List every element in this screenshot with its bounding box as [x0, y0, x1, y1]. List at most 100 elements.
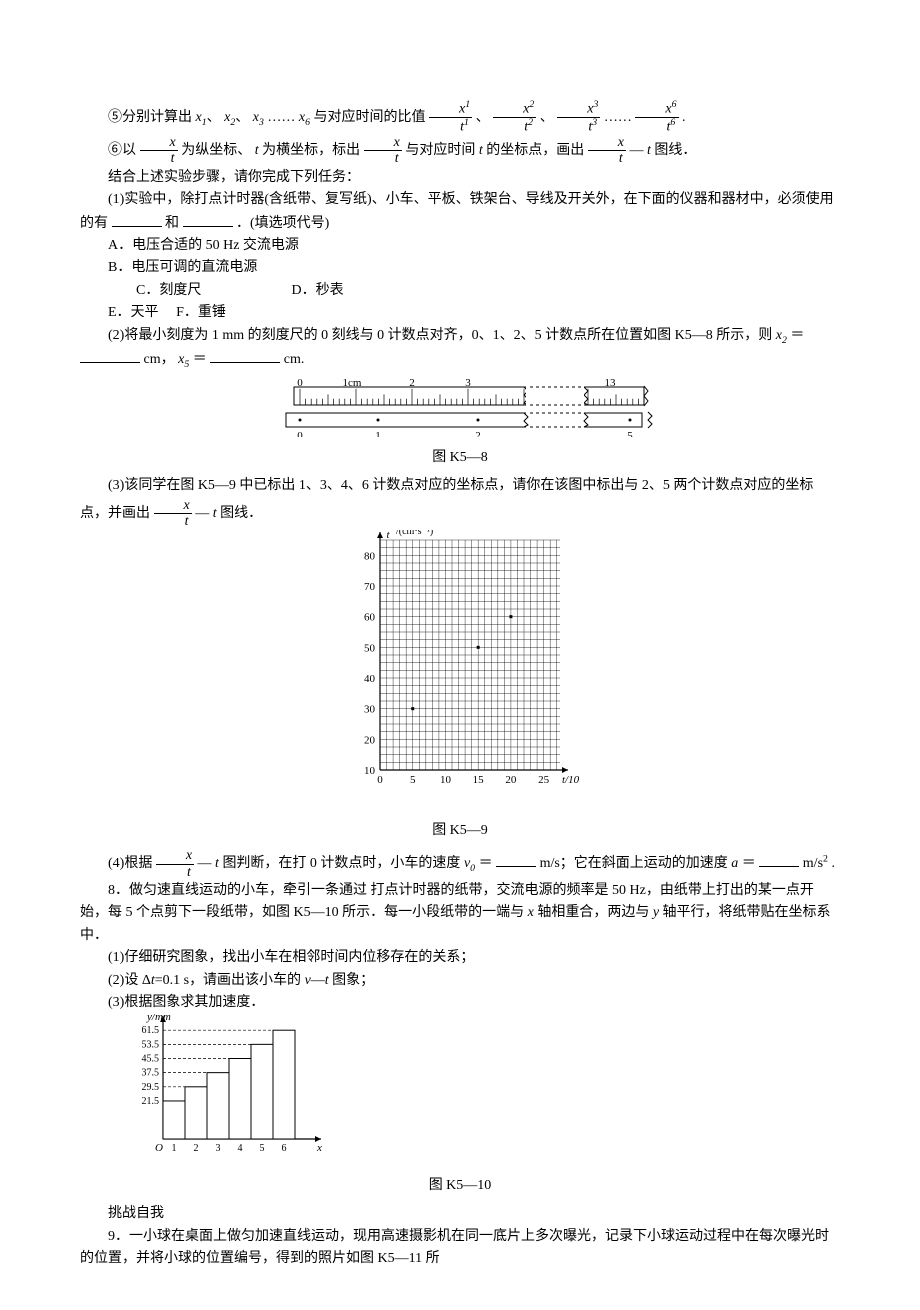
- text: =0.1 s，请画出该小车的: [155, 973, 305, 988]
- svg-text:0: 0: [377, 774, 383, 786]
- text: 和: [165, 216, 179, 231]
- problem-9: 9．一小球在桌面上做匀加速直线运动，现用高速摄影机在同一底片上多次曝光，记录下小…: [80, 1226, 840, 1271]
- text: —: [195, 506, 209, 521]
- option-e: E．天平: [108, 305, 159, 320]
- blank: [112, 212, 162, 227]
- text: cm，: [144, 352, 175, 367]
- svg-text:70: 70: [364, 581, 376, 593]
- option-a: A．电压合适的 50 Hz 交流电源: [80, 235, 840, 257]
- text: m/s；它在斜面上运动的加速度: [540, 856, 732, 871]
- figure-caption-k5-9: 图 K5—9: [80, 820, 840, 842]
- question-1: (1)实验中，除打点计时器(含纸带、复写纸)、小车、平板、铁架台、导线及开关外，…: [80, 189, 840, 235]
- sup: 2: [529, 99, 534, 110]
- var-a: a: [731, 856, 738, 871]
- svg-text:5: 5: [627, 430, 633, 437]
- text: 为纵坐标、: [181, 143, 251, 158]
- sup: 6: [672, 99, 677, 110]
- problem-8-q2: (2)设 Δt=0.1 s，请画出该小车的 v—t 图象；: [80, 970, 840, 992]
- svg-text:1: 1: [375, 430, 381, 437]
- question-3: (3)该同学在图 K5—9 中已标出 1、3、4、6 计数点对应的坐标点，请你在…: [80, 475, 840, 529]
- svg-text:2: 2: [475, 430, 481, 437]
- var-t: t: [479, 143, 483, 158]
- bar-svg: 21.529.537.545.553.561.5123456Oy/mmx: [108, 1014, 328, 1164]
- svg-text:13: 13: [605, 377, 617, 389]
- fraction: xt: [364, 135, 402, 167]
- sub: 5: [184, 359, 189, 370]
- text: (2)将最小刻度为 1 mm 的刻度尺的 0 刻线与 0 计数点对齐，0、1、2…: [108, 328, 776, 343]
- sub: 1: [202, 117, 207, 128]
- num: x: [364, 135, 402, 151]
- svg-text:1cm: 1cm: [343, 377, 362, 389]
- svg-text:21.5: 21.5: [142, 1096, 160, 1107]
- var-x: x: [528, 905, 534, 920]
- svg-text:20: 20: [364, 734, 376, 746]
- blank: [210, 348, 280, 363]
- option-b: B．电压可调的直流电源: [80, 257, 840, 279]
- sub: 0: [470, 863, 475, 874]
- svg-text:2: 2: [409, 377, 415, 389]
- svg-text:10: 10: [440, 774, 452, 786]
- text: (4)根据: [108, 856, 152, 871]
- svg-text:53.5: 53.5: [142, 1040, 160, 1051]
- text: ．(填选项代号): [236, 216, 329, 231]
- sup: 1: [464, 117, 469, 128]
- fraction: x6t6: [635, 100, 678, 135]
- svg-text:61.5: 61.5: [142, 1026, 160, 1037]
- dots: ……: [267, 110, 295, 125]
- den: t: [588, 151, 626, 166]
- svg-text:40: 40: [364, 673, 376, 685]
- svg-text:6: 6: [282, 1143, 287, 1154]
- fraction: xt: [156, 848, 194, 880]
- den: t: [140, 151, 178, 166]
- option-ef: E．天平 F．重锤: [80, 302, 840, 324]
- text: cm.: [284, 352, 305, 367]
- svg-text:y/mm: y/mm: [146, 1014, 171, 1023]
- svg-text:t/10⁻²s: t/10⁻²s: [562, 774, 580, 786]
- svg-text:50: 50: [364, 642, 376, 654]
- text: 图线．: [654, 143, 696, 158]
- fraction: x2t2: [493, 100, 536, 135]
- num: x: [154, 498, 192, 514]
- blank: [183, 212, 233, 227]
- question-4: (4)根据 xt — t 图判断，在打 0 计数点时，小车的速度 v0 ＝ m/…: [80, 848, 840, 880]
- sup: 1: [465, 99, 470, 110]
- sup: 3: [592, 117, 597, 128]
- figure-caption-k5-10: 图 K5—10: [80, 1175, 840, 1197]
- svg-text:25: 25: [538, 774, 550, 786]
- var-y: y: [653, 905, 659, 920]
- text: ＝: [742, 856, 756, 871]
- fraction: x3t3: [557, 100, 600, 135]
- svg-text:t: t: [386, 530, 390, 541]
- option-cd: C．刻度尺 D．秒表: [80, 280, 840, 302]
- instructions: 结合上述实验步骤，请你完成下列任务：: [80, 167, 840, 189]
- option-d: D．秒表: [292, 283, 344, 298]
- sub: 2: [230, 117, 235, 128]
- barchart-figure: 21.529.537.545.553.561.5123456Oy/mmx: [108, 1014, 840, 1172]
- den: t: [364, 151, 402, 166]
- svg-text:2: 2: [194, 1143, 199, 1154]
- svg-text:15: 15: [473, 774, 485, 786]
- option-f: F．重锤: [176, 305, 226, 320]
- text: (2)设 Δ: [108, 973, 151, 988]
- blank: [80, 348, 140, 363]
- text: 、: [540, 110, 554, 125]
- challenge-heading: 挑战自我: [80, 1203, 840, 1225]
- var-t: t: [255, 143, 259, 158]
- chart-figure: 10203040506070800510152025xt/(cm·s⁻¹)t/1…: [80, 530, 840, 818]
- svg-text:30: 30: [364, 703, 376, 715]
- sup: 3: [593, 99, 598, 110]
- problem-8: 8．做匀速直线运动的小车，牵引一条通过 打点计时器的纸带，交流电源的频率是 50…: [80, 880, 840, 947]
- sub: 3: [259, 117, 264, 128]
- svg-text:O: O: [155, 1142, 163, 1154]
- var-t: t: [647, 143, 651, 158]
- step-5: ⑤分别计算出 x1、 x2、 x3 …… x6 与对应时间的比值 x1t1 、 …: [80, 100, 840, 135]
- den: t: [154, 514, 192, 529]
- question-2: (2)将最小刻度为 1 mm 的刻度尺的 0 刻线与 0 计数点对齐，0、1、2…: [80, 325, 840, 373]
- option-c: C．刻度尺: [108, 280, 288, 302]
- sub: 6: [305, 117, 310, 128]
- text: 图线．: [220, 506, 262, 521]
- svg-text:37.5: 37.5: [142, 1068, 160, 1079]
- ruler-svg: 01cm23130125: [260, 377, 660, 437]
- svg-text:5: 5: [260, 1143, 265, 1154]
- svg-text:20: 20: [505, 774, 516, 786]
